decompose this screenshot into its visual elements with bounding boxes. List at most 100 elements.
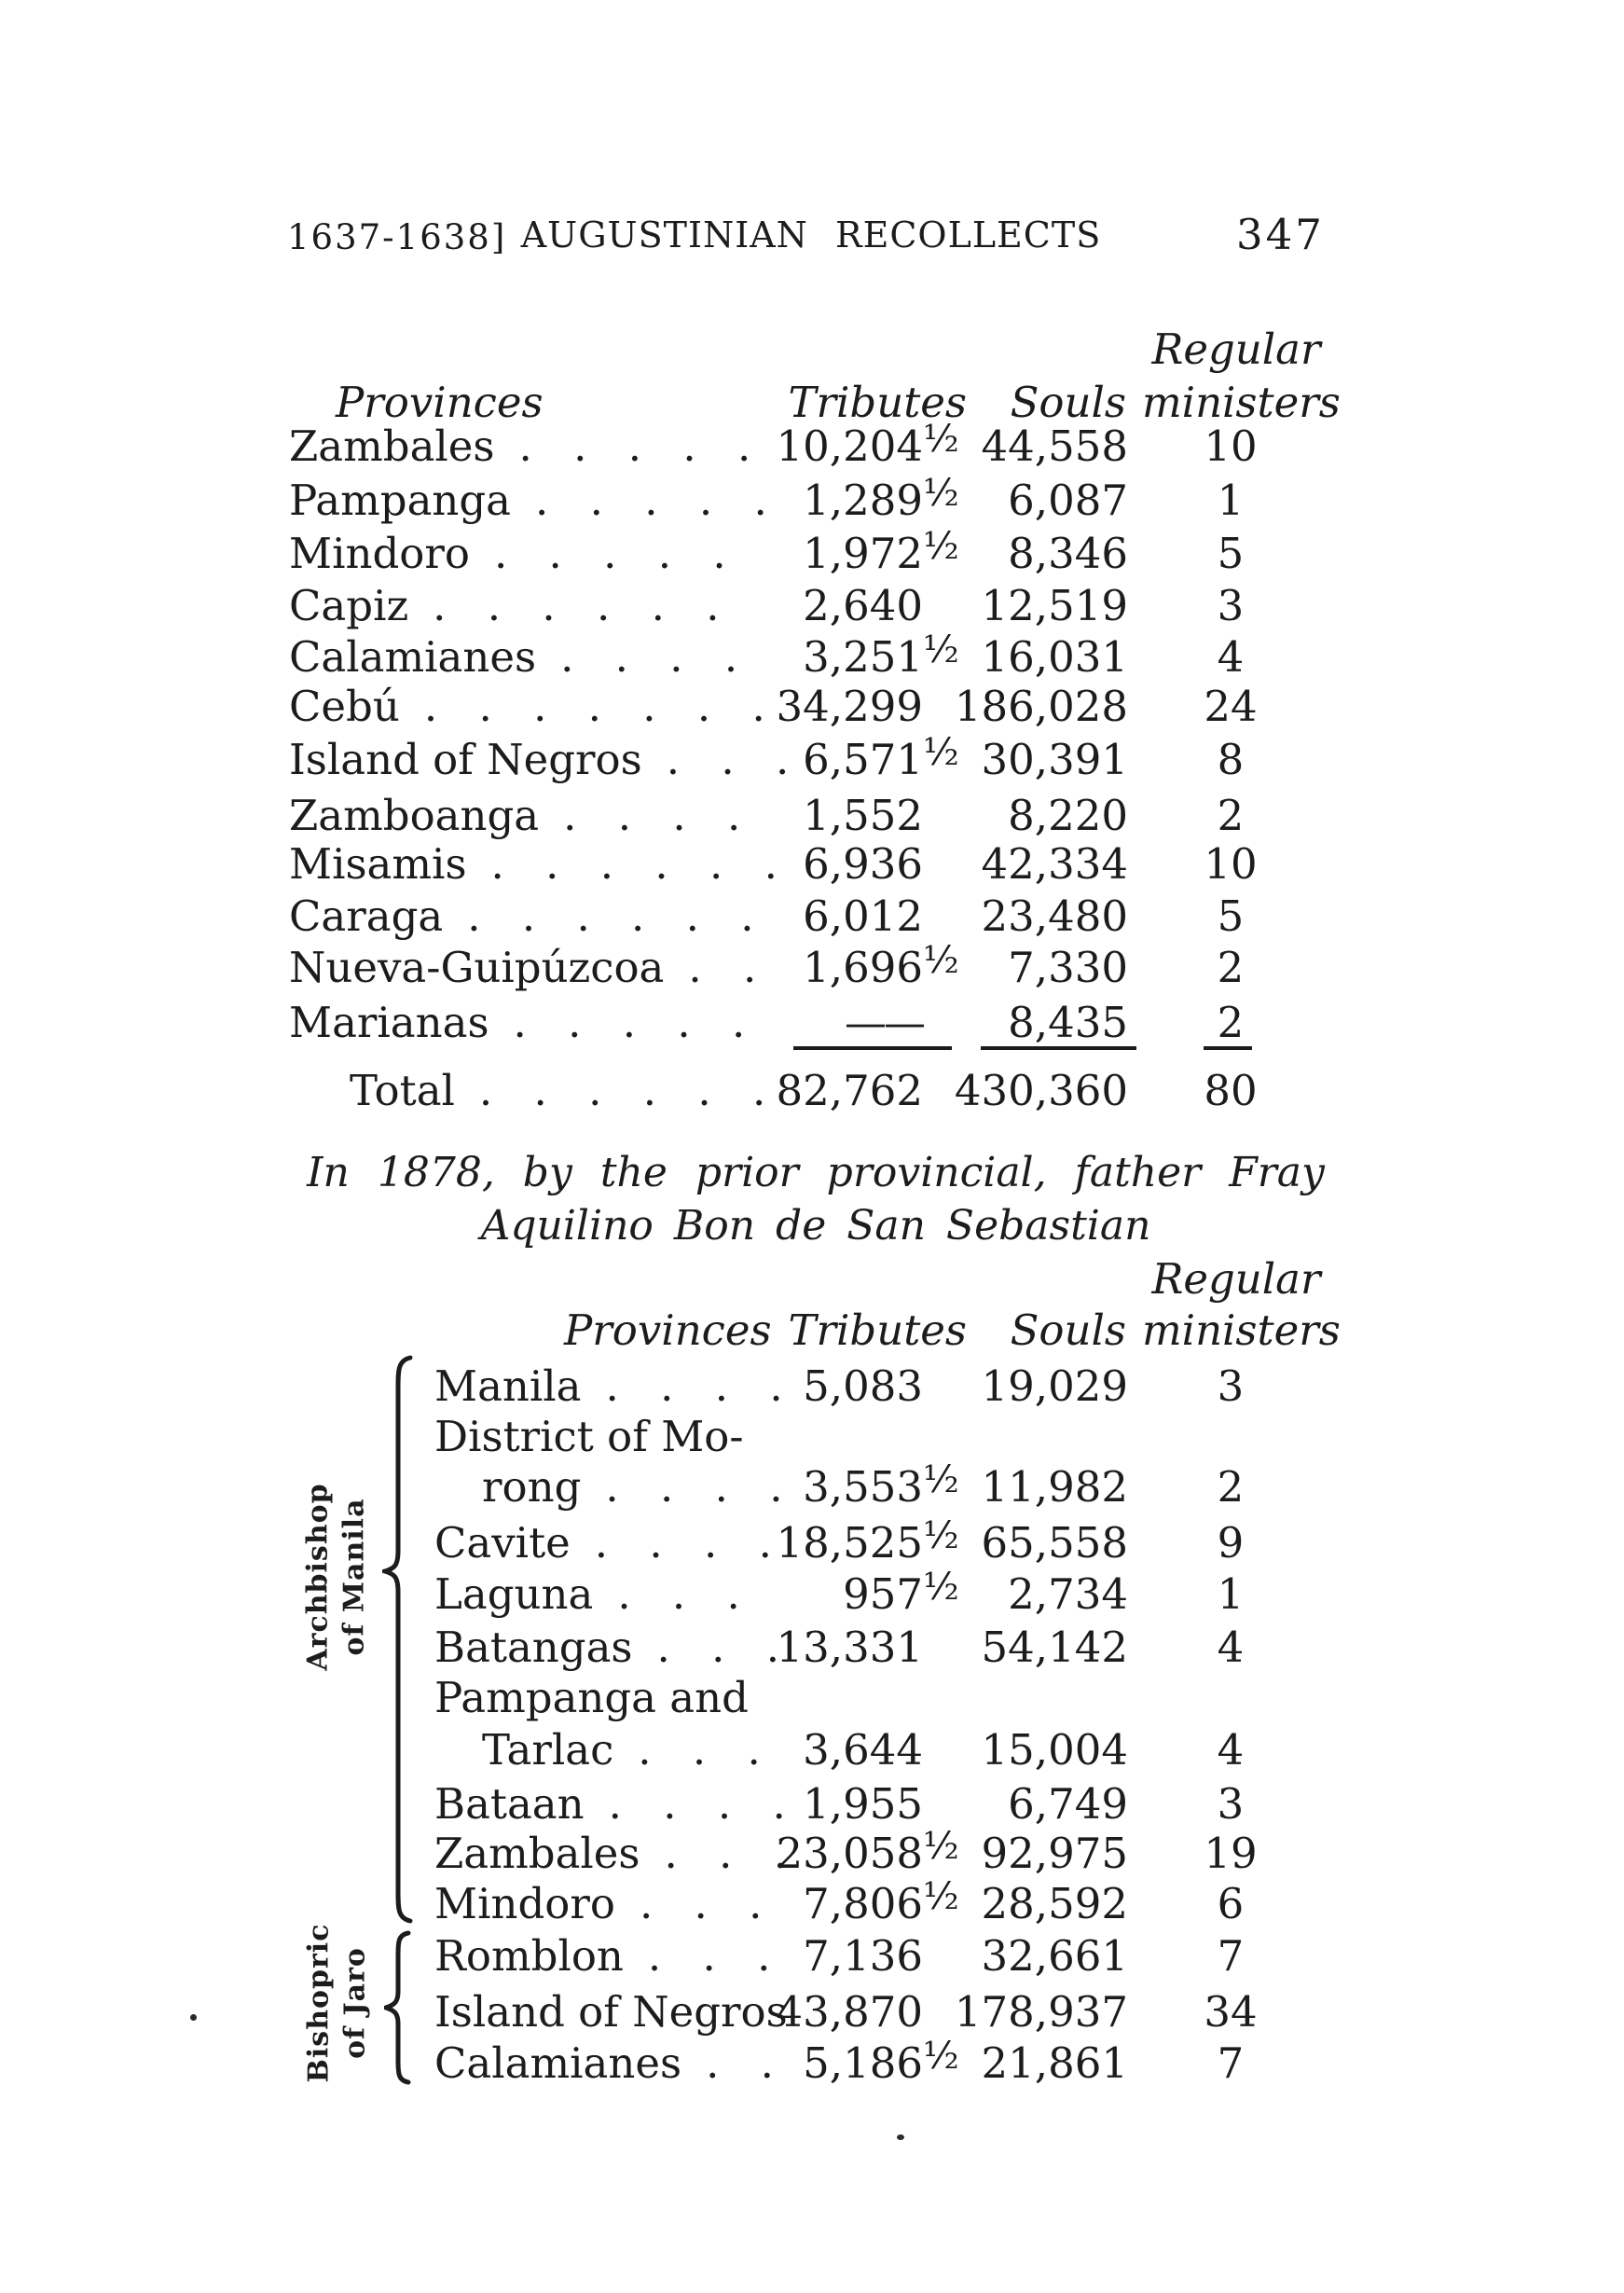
curly-brace-glyph [377, 1355, 413, 1924]
table-row: Zambales . . . . . 10,204 ½ 44,558 10 [284, 418, 1347, 472]
ministers-value: 3 [1217, 1361, 1245, 1411]
archbishopric-group-brace [377, 1354, 414, 1928]
ministers-value: 9 [1217, 1518, 1245, 1568]
province-name: Marianas [289, 998, 489, 1047]
table-row: Island of Negros 43,870 178,937 34 [284, 1987, 1347, 2037]
province-name: Zamboanga [289, 791, 540, 840]
souls-value: 16,031 [981, 632, 1128, 682]
column-header-tributes: Tributes [788, 1305, 967, 1355]
tributes-value: 5,083 [803, 1361, 923, 1411]
leader-dots: . . . . . [513, 998, 748, 1047]
province-name: Island of Negros [434, 1987, 788, 2037]
tributes-value: 3,553 ½ [803, 1458, 959, 1512]
tributes-value: 957 ½ [843, 1566, 959, 1619]
leader-dots: . . [688, 943, 759, 992]
tributes-value: 1,696 ½ [803, 939, 959, 992]
province-name: Pampanga [289, 476, 512, 525]
table-row: Bataan . . . . 1,955 6,749 3 [284, 1779, 1347, 1830]
ministers-value: 3 [1217, 581, 1245, 630]
ministers-value: 2 [1217, 791, 1245, 840]
leader-dots: . . . . [608, 1779, 788, 1829]
ministers-value: 6 [1217, 1879, 1245, 1928]
tributes-value: 5,186 ½ [803, 2035, 959, 2088]
province-name: Manila [434, 1361, 582, 1411]
ministers-value: 7 [1217, 1931, 1245, 1981]
leader-dots: . . . . [563, 791, 743, 840]
header-era: 1637-1638] [287, 217, 507, 257]
total-souls-value: 430,360 [954, 1066, 1128, 1115]
table-row: Zamboanga . . . . 1,552 8,220 2 [284, 791, 1347, 841]
leader-dots: . . . [639, 1879, 764, 1928]
souls-value: 186,028 [954, 682, 1128, 731]
souls-value: 32,661 [981, 1931, 1128, 1981]
half-fraction: ½ [923, 418, 959, 461]
ministers-value: 1 [1217, 476, 1245, 525]
leader-dots: . . . [656, 1623, 782, 1672]
ministers-value: 7 [1217, 2038, 1245, 2088]
province-name: Batangas [434, 1623, 633, 1672]
ministers-value: 8 [1217, 735, 1245, 784]
province-name: Calamianes [289, 632, 537, 682]
province-name: Tarlac [482, 1725, 614, 1775]
leader-dots: . . . . . . [433, 581, 722, 630]
leader-dots: . . . . . [535, 476, 769, 525]
table-1878-header: Provinces Tributes Souls ministers [284, 1305, 1347, 1356]
table-1637-header: Provinces Tributes Souls ministers [284, 378, 1347, 428]
leader-dots: . . . . . . [478, 1066, 768, 1115]
leader-dots: . . . . . . . [423, 682, 767, 731]
souls-value: 2,734 [1008, 1569, 1128, 1619]
table-row: Calamianes . . . . 3,251 ½ 16,031 4 [284, 629, 1347, 683]
ministers-value: 5 [1217, 529, 1245, 578]
ministers-value: 2 [1217, 998, 1245, 1047]
tributes-value: 2,640 [803, 581, 923, 630]
table-1637-header-regular: Regular [284, 325, 1347, 375]
souls-value: 21,861 [981, 2038, 1128, 2088]
curly-brace-glyph [378, 1930, 411, 2085]
souls-value: 92,975 [981, 1829, 1128, 1878]
total-rule-souls [981, 1046, 1136, 1050]
half-fraction: ½ [923, 1825, 959, 1868]
column-header-tributes: Tributes [788, 378, 967, 427]
table-row: Laguna . . . 957 ½ 2,734 1 [284, 1566, 1347, 1620]
column-header-ministers: ministers [1142, 1305, 1341, 1355]
table-row: Caraga . . . . . . 6,012 23,480 5 [284, 891, 1347, 942]
column-header-ministers: ministers [1142, 378, 1341, 427]
half-fraction: ½ [923, 1458, 959, 1501]
table-row: Cebú . . . . . . . 34,299 186,028 24 [284, 682, 1347, 732]
half-fraction: ½ [923, 939, 959, 982]
souls-value: 6,087 [1008, 476, 1128, 525]
leader-dots: . . . [647, 1931, 773, 1981]
leader-dots: . . . . [560, 632, 740, 682]
province-name: Mindoro [434, 1879, 615, 1928]
tributes-value: 1,552 [803, 791, 923, 840]
half-fraction: ½ [923, 731, 959, 774]
tributes-value: 3,251 ½ [803, 629, 959, 682]
souls-value: 19,029 [981, 1361, 1128, 1411]
table-row: rong . . . . 3,553 ½ 11,982 2 [284, 1458, 1347, 1513]
table-row: Manila . . . . 5,083 19,029 3 [284, 1361, 1347, 1412]
ministers-value: 4 [1217, 1623, 1245, 1672]
leader-dots: . . . [664, 1829, 790, 1878]
half-fraction: ½ [923, 1514, 959, 1557]
column-header-regular: Regular [1151, 325, 1321, 374]
table-row: Misamis . . . . . . 6,936 42,334 10 [284, 839, 1347, 890]
province-name: Caraga [289, 891, 444, 941]
province-name: Cavite [434, 1518, 571, 1568]
ministers-value: 34 [1204, 1987, 1258, 2037]
souls-value: 65,558 [981, 1518, 1128, 1568]
ministers-value: 5 [1217, 891, 1245, 941]
column-header-regular: Regular [1151, 1254, 1321, 1304]
table-row: Mindoro . . . . . 1,972 ½ 8,346 5 [284, 525, 1347, 579]
half-fraction: ½ [923, 629, 959, 671]
tributes-value: 13,331 [776, 1623, 923, 1672]
province-name: Pampanga and [434, 1673, 749, 1722]
column-header-souls: Souls [1010, 378, 1126, 427]
ministers-value: 2 [1217, 1462, 1245, 1512]
tributes-value: 3,644 [803, 1725, 923, 1775]
tributes-value: 23,058 ½ [776, 1825, 959, 1878]
ministers-value: 24 [1204, 682, 1258, 731]
leader-dots: . . . . . [493, 529, 728, 578]
souls-value: 30,391 [981, 735, 1128, 784]
souls-value: 6,749 [1008, 1779, 1128, 1829]
